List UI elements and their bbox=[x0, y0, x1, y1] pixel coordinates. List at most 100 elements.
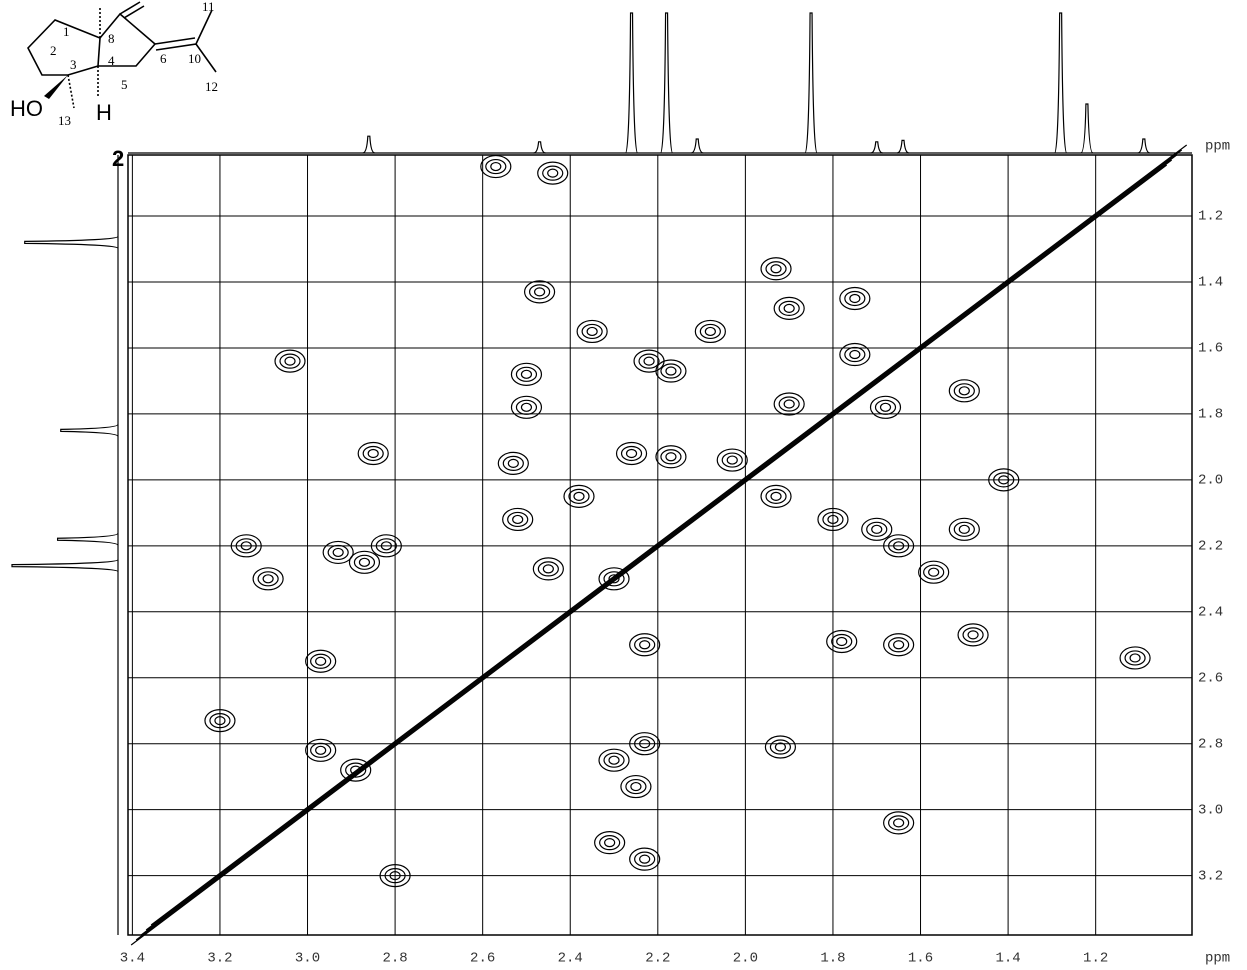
y-tick-label: 2.4 bbox=[1198, 604, 1223, 620]
projection-peak bbox=[61, 424, 118, 436]
cross-peak bbox=[621, 776, 651, 798]
cross-peak bbox=[323, 541, 353, 563]
cross-peak bbox=[634, 350, 664, 372]
atom-label: 6 bbox=[160, 51, 167, 66]
cross-peak bbox=[827, 630, 857, 652]
x-tick-label: 3.0 bbox=[295, 951, 320, 967]
x-tick-label: 1.6 bbox=[908, 951, 933, 967]
atom-label: 8 bbox=[108, 31, 115, 46]
cross-peak bbox=[840, 287, 870, 309]
cross-peak bbox=[919, 561, 949, 583]
hydroxyl-label: HO bbox=[10, 96, 43, 121]
projection-peak bbox=[58, 533, 118, 545]
cross-peak bbox=[774, 297, 804, 319]
cross-peak bbox=[1120, 647, 1150, 669]
cross-peak bbox=[958, 624, 988, 646]
x-tick-label: 1.2 bbox=[1083, 951, 1108, 967]
cross-peak bbox=[275, 350, 305, 372]
projection-peak bbox=[12, 560, 118, 572]
cross-peak bbox=[577, 320, 607, 342]
atom-label: 10 bbox=[188, 51, 201, 66]
carbonyl-bond bbox=[120, 2, 144, 18]
cross-peak bbox=[884, 634, 914, 656]
cross-peak bbox=[349, 551, 379, 573]
x-tick-label: 2.0 bbox=[733, 951, 758, 967]
cross-peak bbox=[533, 558, 563, 580]
y-tick-label: 2.6 bbox=[1198, 670, 1223, 686]
cross-peak bbox=[656, 446, 686, 468]
atom-label: 5 bbox=[121, 77, 128, 92]
cross-peak bbox=[498, 452, 528, 474]
cross-peak bbox=[358, 442, 388, 464]
right-ring bbox=[98, 14, 155, 66]
y-tick-label: 2.0 bbox=[1198, 473, 1223, 489]
cross-peak bbox=[595, 832, 625, 854]
cross-peak bbox=[306, 650, 336, 672]
hydrogen-label: H bbox=[96, 100, 112, 125]
projection-peak bbox=[897, 140, 909, 153]
projection-peak bbox=[363, 136, 375, 153]
cross-peak bbox=[695, 320, 725, 342]
atom-label: 11 bbox=[202, 0, 215, 14]
atom-label: 12 bbox=[205, 79, 218, 94]
projection-peak bbox=[25, 236, 118, 248]
x-tick-label: 3.2 bbox=[207, 951, 232, 967]
x-tick-label: 2.8 bbox=[382, 951, 407, 967]
y-tick-label: 1.2 bbox=[1198, 209, 1223, 225]
x-tick-label: 2.2 bbox=[645, 951, 670, 967]
projection-peak bbox=[661, 13, 673, 153]
atom-label: 1 bbox=[63, 24, 70, 39]
x-tick-label: 1.4 bbox=[995, 951, 1020, 967]
y-tick-label: 1.4 bbox=[1198, 275, 1223, 291]
cross-peak bbox=[617, 442, 647, 464]
cross-peak bbox=[765, 736, 795, 758]
cross-peak bbox=[840, 344, 870, 366]
x-unit: ppm bbox=[1205, 951, 1230, 967]
cosy-spectrum: HO H 2 1234568101112133.43.23.02.82.62.4… bbox=[0, 0, 1247, 970]
y-tick-label: 1.6 bbox=[1198, 341, 1223, 357]
projection-peak bbox=[805, 13, 817, 153]
cross-peak bbox=[870, 396, 900, 418]
y-tick-label: 3.2 bbox=[1198, 868, 1223, 884]
cross-peak bbox=[511, 363, 541, 385]
projection-peak bbox=[1138, 139, 1150, 153]
atom-label: 2 bbox=[50, 43, 57, 58]
y-tick-label: 2.2 bbox=[1198, 539, 1223, 555]
projection-peak bbox=[626, 13, 638, 153]
cross-peak bbox=[630, 848, 660, 870]
cross-peak bbox=[503, 508, 533, 530]
cross-peak bbox=[599, 749, 629, 771]
diagonal bbox=[146, 150, 1182, 930]
projection-peak bbox=[534, 142, 546, 153]
y-unit: ppm bbox=[1205, 139, 1230, 155]
cross-peak bbox=[884, 812, 914, 834]
cross-peak bbox=[511, 396, 541, 418]
cross-peak bbox=[761, 485, 791, 507]
cross-peak bbox=[538, 162, 568, 184]
atom-label: 4 bbox=[108, 53, 115, 68]
diagonal bbox=[136, 160, 1172, 940]
cross-peak bbox=[525, 281, 555, 303]
cross-peak bbox=[341, 759, 371, 781]
cross-peak bbox=[774, 393, 804, 415]
cross-peak bbox=[481, 156, 511, 178]
cross-peak bbox=[564, 485, 594, 507]
atom-label: 3 bbox=[70, 57, 77, 72]
x-tick-label: 1.8 bbox=[820, 951, 845, 967]
cross-peak bbox=[630, 634, 660, 656]
cross-peak bbox=[717, 449, 747, 471]
cross-peak bbox=[949, 380, 979, 402]
cross-peak bbox=[306, 739, 336, 761]
x-tick-label: 3.4 bbox=[120, 951, 145, 967]
projection-peak bbox=[1081, 104, 1093, 153]
diagonal bbox=[151, 145, 1187, 925]
projection-peak bbox=[1055, 13, 1067, 153]
cross-peak bbox=[949, 518, 979, 540]
atom-label: 13 bbox=[58, 113, 71, 128]
cross-peak bbox=[253, 568, 283, 590]
projection-peak bbox=[691, 139, 703, 153]
wedge-bond bbox=[44, 75, 68, 99]
diagonal bbox=[141, 155, 1177, 935]
y-tick-label: 3.0 bbox=[1198, 802, 1223, 818]
x-tick-label: 2.6 bbox=[470, 951, 495, 967]
